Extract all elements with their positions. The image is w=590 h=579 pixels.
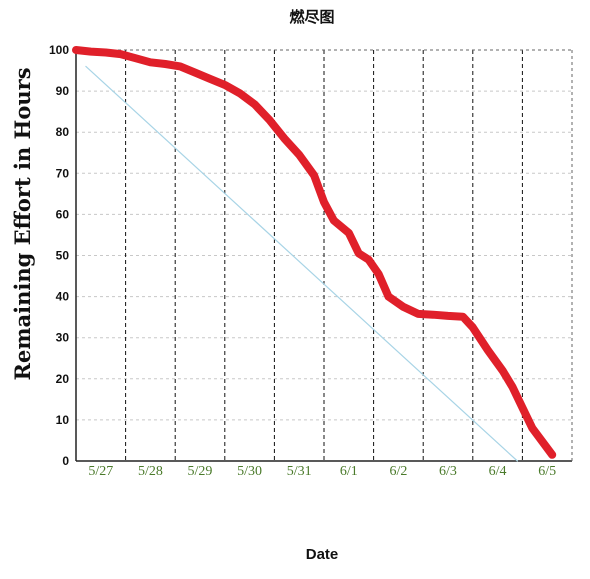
x-axis-label: Date	[306, 546, 339, 563]
x-tick-label: 5/27	[88, 464, 113, 479]
x-tick-label: 5/30	[237, 464, 262, 479]
x-tick-label: 5/28	[138, 464, 163, 479]
y-tick-label: 70	[56, 166, 70, 180]
series	[72, 46, 557, 462]
x-tick-label: 6/2	[389, 464, 407, 479]
y-tick-labels: 0 10 20 30 40 50 60 70 80 90 100	[49, 43, 69, 468]
actual-burndown-line	[72, 46, 557, 459]
x-tick-label: 6/4	[489, 464, 507, 479]
x-tick-labels: 5/27 5/28 5/29 5/30 5/31 6/1 6/2 6/3 6/4 6/5	[88, 464, 556, 479]
y-tick-label: 10	[56, 413, 70, 427]
y-tick-label: 60	[56, 207, 70, 221]
y-tick-label: 100	[49, 43, 69, 57]
chart-title: 燃尽图	[289, 8, 334, 26]
axes	[75, 49, 573, 462]
y-tick-label: 90	[56, 84, 70, 98]
y-axis-label: Remaining Effort in Hours	[10, 67, 35, 380]
y-tick-label: 30	[56, 331, 70, 345]
x-tick-label: 5/29	[188, 464, 213, 479]
y-tick-label: 40	[56, 290, 70, 304]
x-tick-label: 5/31	[287, 464, 312, 479]
y-tick-label: 20	[56, 372, 70, 386]
x-tick-label: 6/5	[538, 464, 556, 479]
x-tick-label: 6/1	[340, 464, 358, 479]
y-tick-label: 50	[56, 249, 70, 263]
x-tick-label: 6/3	[439, 464, 457, 479]
y-tick-label: 0	[62, 454, 69, 468]
ideal-burndown-line	[85, 65, 519, 462]
y-tick-label: 80	[56, 125, 70, 139]
grid	[76, 49, 572, 461]
